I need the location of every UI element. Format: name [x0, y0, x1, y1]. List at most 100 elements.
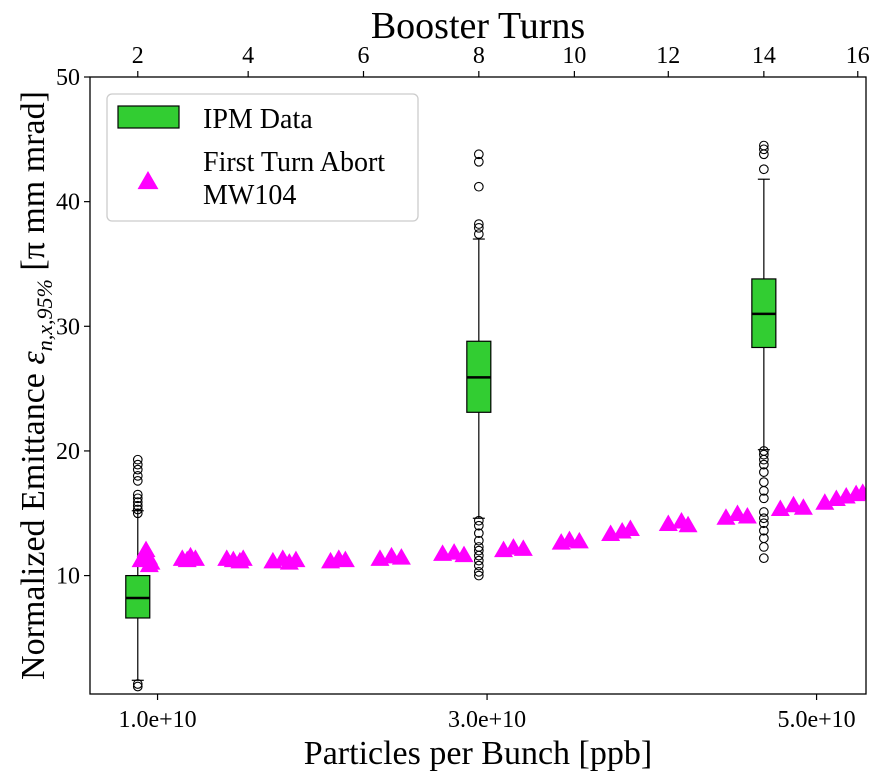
box-flier: [473, 520, 484, 531]
box-flier: [473, 535, 484, 546]
box-flier: [473, 149, 484, 160]
plot-layer: 10 20 30 40 50 1.0e+10 3.0e+10 5.0e+10 2 4 6 8 10 12 1…: [15, 5, 870, 772]
top-axis-title: Booster Turns: [371, 5, 585, 47]
box-flier: [759, 507, 769, 517]
top-tick-label: 2: [132, 43, 144, 69]
scatter-point: [569, 531, 589, 549]
box-flier: [473, 229, 484, 239]
scatter-point: [454, 545, 474, 563]
box-flier: [132, 500, 143, 511]
scatter-point: [620, 519, 640, 536]
y-tick-label: 40: [56, 190, 80, 216]
scatter-point: [513, 539, 533, 556]
box-flier: [759, 144, 769, 155]
y-tick-label: 30: [56, 314, 80, 340]
box-flier: [473, 550, 484, 561]
box-flier: [132, 497, 143, 507]
y-axis-title: Normalized Emittance εn,x,95% [π mm mrad…: [15, 91, 57, 680]
box-flier: [759, 542, 769, 552]
scatter-point: [678, 515, 698, 533]
box-flier: [759, 553, 769, 563]
box-flier: [473, 570, 484, 581]
legend-entry-abort-line2: MW104: [203, 180, 296, 211]
plot-frame: [89, 76, 867, 695]
scatter-point: [853, 483, 866, 500]
box-flier: [132, 464, 143, 475]
y-tick-label: 50: [56, 65, 80, 91]
y-axis-title-symbol: ε: [15, 351, 52, 365]
legend-box-swatch: [117, 105, 180, 129]
box-flier: [759, 525, 769, 536]
box-flier: [759, 467, 769, 477]
box-flier: [132, 508, 143, 519]
y-axis-title-subscript: n,x,95%: [32, 279, 57, 351]
box-flier: [473, 560, 484, 571]
box-flier: [132, 679, 143, 689]
x-axis-title: Particles per Bunch [ppb]: [304, 735, 652, 772]
box-flier: [473, 555, 484, 566]
y-tick-label: 20: [56, 439, 80, 465]
scatter-point: [233, 549, 253, 566]
box-flier: [473, 181, 484, 192]
box-flier: [759, 140, 769, 151]
legend-frame: [106, 93, 419, 222]
box-flier: [759, 513, 769, 524]
x-tick-label: 5.0e+10: [777, 707, 855, 733]
box-flier: [759, 149, 769, 160]
box-flier: [759, 477, 769, 487]
legend-triangle-swatch: [137, 171, 159, 190]
box-flier: [132, 489, 143, 500]
box-flier: [132, 493, 143, 504]
box-1: [125, 454, 151, 692]
scatter-point: [793, 498, 813, 515]
scatter-point: [658, 514, 678, 531]
box-flier: [132, 471, 143, 481]
box-flier: [473, 566, 484, 577]
box-flier: [132, 476, 143, 486]
box-2: [466, 149, 492, 581]
box-flier: [473, 542, 484, 552]
y-axis-title-main: Normalized Emittance: [15, 365, 52, 680]
box-flier: [132, 681, 143, 692]
x-tick-label: 3.0e+10: [448, 707, 526, 733]
box-flier: [473, 545, 484, 556]
y-tick-label: 10: [56, 564, 80, 590]
x-tick-label: 1.0e+10: [118, 707, 196, 733]
box-flier: [132, 504, 143, 515]
top-tick-label: 14: [752, 43, 776, 69]
top-tick-label: 8: [473, 43, 485, 69]
legend-entry-ipm: IPM Data: [203, 104, 313, 135]
box-flier: [132, 459, 143, 470]
scatter-point: [139, 555, 159, 573]
box-flier: [759, 493, 769, 504]
scatter-point: [737, 507, 757, 524]
box-3: [751, 140, 777, 563]
box-flier: [473, 515, 484, 526]
top-tick-label: 12: [656, 43, 680, 69]
top-tick-label: 4: [242, 43, 254, 69]
box-flier: [759, 449, 769, 460]
box-flier: [759, 164, 769, 175]
scatter-point: [286, 550, 306, 568]
scatter-point: [391, 548, 411, 565]
box-flier: [759, 459, 769, 470]
box-flier: [473, 156, 484, 167]
top-tick-label: 16: [846, 43, 870, 69]
box-flier: [473, 222, 484, 233]
top-tick-label: 6: [357, 43, 369, 69]
top-tick-label: 10: [562, 43, 586, 69]
box-flier: [473, 219, 484, 229]
y-axis-title-unit: [π mm mrad]: [15, 91, 52, 279]
scatter-point: [335, 550, 355, 568]
box-flier: [759, 446, 769, 456]
box-flier: [473, 528, 484, 539]
scatter-point: [185, 549, 205, 566]
plot-area-marks: [125, 140, 866, 692]
box-flier: [759, 518, 769, 529]
box-flier: [759, 533, 769, 544]
box-flier: [132, 454, 143, 465]
legend-entry-abort-line1: First Turn Abort: [203, 147, 385, 178]
scatter-points: [131, 483, 866, 573]
